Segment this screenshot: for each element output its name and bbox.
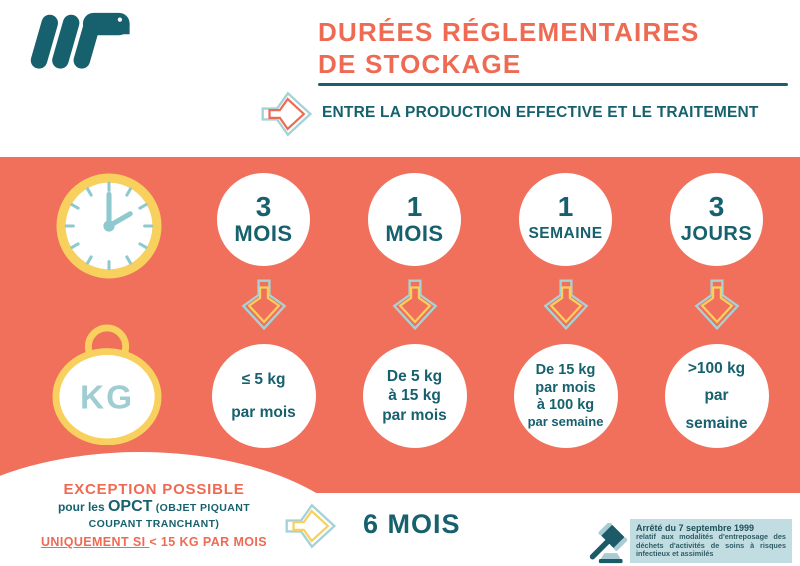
duration-unit: JOURS [680,222,753,245]
weight-line: par mois [231,404,296,421]
exception-acronym: OPCT [107,498,153,515]
brand-logo-icon [30,12,130,69]
exception-note: EXCEPTION POSSIBLE pour les OPCT (OBJET … [23,481,285,551]
subtitle: ENTRE LA PRODUCTION EFFECTIVE ET LE TRAI… [322,104,759,121]
weight-line: De 15 kg [535,362,596,379]
exception-condition: < 15 KG PAR MOIS [149,535,268,549]
duration-value: 1 [406,190,423,222]
duration-unit: SEMAINE [528,224,603,242]
clock-icon [56,173,162,279]
arrow-right-icon [261,91,313,137]
arrow-down-icon [694,279,739,331]
exception-prefix: pour les [57,500,108,514]
duration-circle: 1 MOIS [368,173,461,266]
duration-value: 3 [708,190,725,222]
legal-body: relatif aux modalités d'entreposage des … [636,532,786,559]
duration-value: 3 [255,190,272,222]
weight-line: par mois [535,379,596,396]
column-1-semaine: 1 SEMAINE De 15 kg par mois à 100 kg par… [490,157,641,448]
exception-title: EXCEPTION POSSIBLE [63,481,245,498]
opct-duration: 6 MOIS [363,509,461,539]
legal-title: Arrêté du 7 septembre 1999 [636,523,755,533]
columns: 3 MOIS ≤ 5 kg par mois 1 MOIS [188,157,792,448]
title-underline [318,83,788,86]
column-1-mois: 1 MOIS De 5 kg à 15 kg par mois [339,157,490,448]
title-line-1: DURÉES RÉGLEMENTAIRES [318,17,700,47]
weight-line: à 15 kg [388,387,441,405]
weight-circle: De 15 kg par mois à 100 kg par semaine [513,344,618,448]
exception-suffix: (OBJET PIQUANT [152,502,251,514]
duration-circle: 1 SEMAINE [519,173,612,266]
arrow-right-icon [285,503,337,549]
duration-unit: MOIS [385,220,444,246]
duration-unit: MOIS [234,220,293,246]
gavel-icon [589,523,628,564]
weight-line: par semaine [527,414,604,430]
weight-circle: >100 kg par semaine [664,344,769,448]
weight-circle: De 5 kg à 15 kg par mois [362,344,467,448]
arrow-down-icon [543,279,588,331]
weight-line: De 5 kg [386,367,443,385]
duration-circle: 3 JOURS [670,173,763,266]
page-title: DURÉES RÉGLEMENTAIRES DE STOCKAGE [318,16,792,86]
arrow-down-icon [392,279,437,331]
duration-circle: 3 MOIS [217,173,310,266]
kg-weight-icon: KG [52,324,162,445]
title-line-2: DE STOCKAGE [318,49,522,79]
kg-label: KG [80,380,134,417]
exception-line-3: COUPANT TRANCHANT) [88,518,220,530]
weight-line: semaine [685,414,748,432]
weight-line: à 100 kg [536,396,595,413]
exception-line-4: UNIQUEMENT SI < 15 KG PAR MOIS [23,533,285,551]
weight-circle: ≤ 5 kg par mois [211,344,316,448]
column-3-mois: 3 MOIS ≤ 5 kg par mois [188,157,339,448]
column-3-jours: 3 JOURS >100 kg par semaine [641,157,792,448]
exception-line-2: pour les OPCT (OBJET PIQUANT [23,498,285,517]
main-band: KG 3 MOIS ≤ 5 kg par mois [0,157,800,493]
exception-underlined: UNIQUEMENT SI [40,535,150,549]
weight-line: par [704,387,729,405]
duration-value: 1 [557,190,574,222]
legal-reference: Arrêté du 7 septembre 1999 relatif aux m… [630,519,792,563]
weight-line: ≤ 5 kg [241,370,286,388]
arrow-down-icon [241,279,286,331]
weight-line: >100 kg [687,359,746,377]
weight-line: par mois [382,406,447,424]
